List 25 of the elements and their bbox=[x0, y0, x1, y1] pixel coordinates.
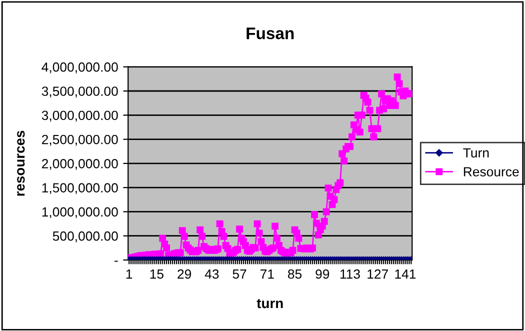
y-tick-label: 1,500,000.00 bbox=[42, 183, 118, 194]
y-axis-title: resources bbox=[17, 130, 25, 196]
y-tick-label: 4,000,000.00 bbox=[42, 62, 118, 74]
x-tick-label: 57 bbox=[232, 270, 246, 279]
y-tick-label: 3,500,000.00 bbox=[42, 86, 118, 98]
x-tick-label: 15 bbox=[150, 270, 164, 279]
y-tick-label: 2,500,000.00 bbox=[42, 134, 118, 146]
x-tick-label: 141 bbox=[395, 270, 416, 279]
x-tick-label: 113 bbox=[340, 269, 360, 279]
y-tick-label: 1,000,000.00 bbox=[42, 207, 118, 218]
y-tick-label: 3,000,000.00 bbox=[42, 110, 118, 122]
x-tick-label: 71 bbox=[260, 270, 274, 279]
x-tick-label: 127 bbox=[368, 269, 388, 279]
x-tick-label: 43 bbox=[204, 269, 219, 279]
y-tick-label: 500,000.00 bbox=[52, 231, 118, 242]
x-tick-label: 29 bbox=[178, 269, 192, 279]
legend-label: Turn bbox=[463, 148, 489, 158]
legend-label: Resource bbox=[464, 167, 519, 176]
chart-title: Fusan bbox=[246, 28, 294, 40]
y-tick-label: - bbox=[114, 260, 118, 262]
x-tick-label: 99 bbox=[316, 269, 330, 279]
x-tick-label: 85 bbox=[288, 269, 302, 279]
x-tick-label: 1 bbox=[126, 270, 132, 279]
x-axis-title: turn bbox=[256, 299, 283, 308]
y-tick-label: 2,000,000.00 bbox=[42, 159, 118, 170]
